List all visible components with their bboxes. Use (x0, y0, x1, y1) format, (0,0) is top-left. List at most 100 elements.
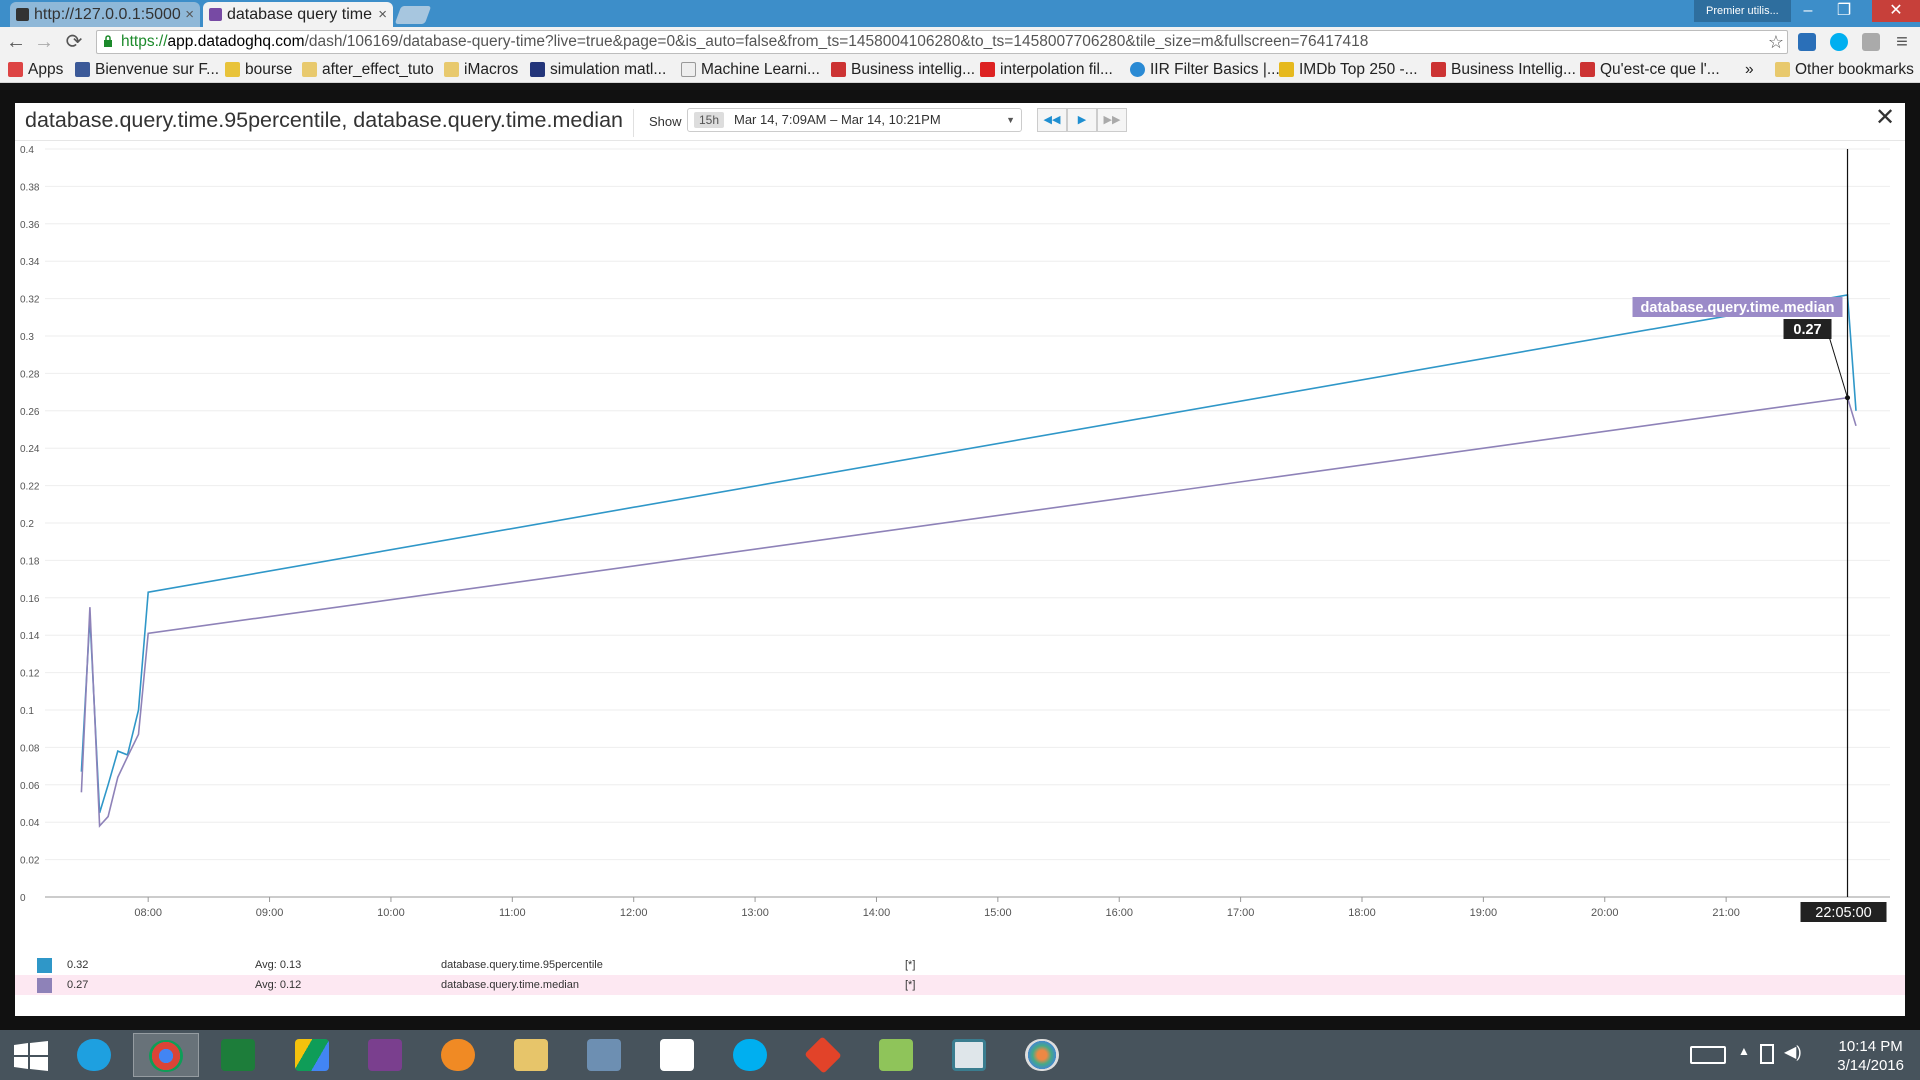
minimize-icon[interactable]: – (1803, 2, 1813, 19)
skype-icon[interactable] (1830, 33, 1848, 51)
y-tick-label: 0.34 (20, 257, 40, 268)
windows-logo-icon (14, 1041, 48, 1071)
tab-title: database query time (227, 6, 372, 23)
x-tick-label: 14:00 (863, 907, 891, 919)
timeseries-chart[interactable]: 0 0.02 0.04 0.06 0.08 0.1 0.12 0.14 0.16 0.18 0.2 0… (15, 143, 1905, 953)
maximize-icon[interactable]: ❐ (1836, 2, 1852, 19)
y-tick-label: 0.02 (20, 856, 40, 867)
keyboard-icon[interactable] (1690, 1046, 1726, 1064)
bookmark-item[interactable]: bourse (225, 61, 292, 79)
extension-icon[interactable] (1798, 33, 1816, 51)
bookmark-item[interactable]: after_effect_tuto (302, 61, 434, 79)
timeframe-select[interactable]: 15h Mar 14, 7:09AM – Mar 14, 10:21PM ▼ (687, 108, 1022, 132)
bookmark-item[interactable]: IIR Filter Basics |... (1130, 61, 1280, 79)
taskbar-app[interactable] (718, 1033, 784, 1077)
git-icon (804, 1036, 842, 1074)
fast-forward-button[interactable]: ▶▶ (1097, 108, 1127, 132)
legend-row[interactable]: 0.27 Avg: 0.12 database.query.time.media… (15, 975, 1905, 995)
taskbar-app[interactable] (280, 1033, 346, 1077)
bookmark-icon (1580, 62, 1595, 77)
url-path: /dash/106169/database-query-time?live=tr… (304, 33, 1369, 50)
star-icon[interactable]: ☆ (1767, 32, 1785, 52)
battery-icon[interactable] (1760, 1044, 1774, 1064)
bookmark-apps[interactable]: Apps (8, 61, 63, 79)
taskbar-app[interactable] (62, 1033, 128, 1077)
x-tick-label: 16:00 (1105, 907, 1133, 919)
tooltip-series-box (1632, 297, 1843, 317)
bookmark-item[interactable]: Machine Learni... (681, 61, 820, 79)
tab-localhost[interactable]: http://127.0.0.1:5000 × (10, 2, 200, 27)
lock-icon (104, 35, 112, 47)
chrome-icon (149, 1040, 183, 1072)
close-modal-button[interactable]: ✕ (1874, 104, 1896, 131)
taskbar-app[interactable] (645, 1033, 711, 1077)
x-tick-label: 18:00 (1348, 907, 1376, 919)
skype-icon (733, 1039, 767, 1071)
legend-metric-name: database.query.time.95percentile (441, 959, 603, 971)
y-tick-label: 0.38 (20, 182, 40, 193)
back-icon[interactable]: ← (6, 31, 26, 53)
taskbar-app[interactable] (791, 1033, 857, 1077)
close-icon[interactable]: × (185, 6, 194, 23)
taskbar-app[interactable] (864, 1033, 930, 1077)
bookmark-item[interactable]: Bienvenue sur F... (75, 61, 219, 79)
volume-icon[interactable]: ◀) (1784, 1044, 1802, 1061)
window-app-icon (952, 1039, 986, 1071)
legend-avg: Avg: 0.13 (255, 959, 302, 971)
window-close-icon[interactable]: ✕ (1872, 0, 1920, 22)
taskbar-app[interactable] (1010, 1033, 1076, 1077)
notepad-plus-icon (879, 1039, 913, 1071)
other-bookmarks[interactable]: Other bookmarks (1775, 61, 1914, 79)
taskbar-app[interactable] (206, 1033, 272, 1077)
rewind-button[interactable]: ◀◀ (1037, 108, 1067, 132)
bookmark-item[interactable]: Business Intellig... (1431, 61, 1576, 79)
taskbar-app[interactable] (353, 1033, 419, 1077)
new-tab-button[interactable] (394, 6, 432, 24)
tooltip-value: 0.27 (1793, 322, 1821, 338)
profile-button[interactable]: Premier utilis... (1694, 0, 1791, 22)
folder-icon (444, 62, 459, 77)
forward-icon[interactable]: → (34, 31, 54, 53)
bookmarks-overflow[interactable]: » (1745, 61, 1754, 78)
bookmark-item[interactable]: simulation matl... (530, 61, 666, 79)
bookmark-item[interactable]: interpolation fil... (980, 61, 1113, 79)
y-tick-label: 0.06 (20, 781, 40, 792)
bookmark-item[interactable]: IMDb Top 250 -... (1279, 61, 1418, 79)
page-icon (681, 62, 696, 77)
y-tick-label: 0.4 (20, 145, 34, 156)
legend-flag[interactable]: [*] (905, 979, 916, 991)
bookmarks-bar: Apps Bienvenue sur F... bourse after_eff… (0, 57, 1920, 83)
menu-icon[interactable]: ≡ (1896, 31, 1908, 53)
reload-icon[interactable]: ⟳ (65, 31, 83, 53)
y-axis: 0 0.02 0.04 0.06 0.08 0.1 0.12 0.14 0.16 0.18 0.2 0… (20, 145, 40, 904)
taskbar-app[interactable] (499, 1033, 565, 1077)
taskbar-app[interactable] (572, 1033, 638, 1077)
facebook-icon (75, 62, 90, 77)
bookmark-item[interactable]: iMacros (444, 61, 518, 79)
series-line (80, 396, 1857, 828)
y-tick-label: 0.16 (20, 594, 40, 605)
bookmark-item[interactable]: Business intellig... (831, 61, 975, 79)
taskbar-app[interactable] (426, 1033, 492, 1077)
taskbar-app[interactable] (133, 1033, 199, 1077)
play-button[interactable]: ▶ (1067, 108, 1097, 132)
taskbar-app[interactable] (937, 1033, 1003, 1077)
tab-database-query-time[interactable]: database query time × (203, 2, 393, 27)
show-label: Show (649, 114, 682, 129)
bookmark-item[interactable]: Qu'est-ce que l'... (1580, 61, 1720, 79)
close-icon[interactable]: × (378, 6, 387, 23)
series-line (80, 293, 1857, 814)
extension-icon[interactable] (1862, 33, 1880, 51)
legend-metric-name: database.query.time.median (441, 979, 579, 991)
chevron-up-icon[interactable]: ▲ (1738, 1044, 1750, 1058)
legend-flag[interactable]: [*] (905, 959, 916, 971)
x-tick-label: 13:00 (741, 907, 769, 919)
legend-row[interactable]: 0.32 Avg: 0.13 database.query.time.95per… (15, 955, 1905, 975)
tooltip-value-box (1783, 319, 1832, 339)
tooltip-series-name: database.query.time.median (1641, 300, 1835, 316)
x-tick-label: 20:00 (1591, 907, 1619, 919)
matlab-icon (530, 62, 545, 77)
address-bar[interactable]: https://app.datadoghq.com/dash/106169/da… (96, 30, 1788, 54)
windows-start-button[interactable] (0, 1033, 66, 1077)
taskbar-clock[interactable]: 10:14 PM 3/14/2016 (1837, 1037, 1904, 1075)
